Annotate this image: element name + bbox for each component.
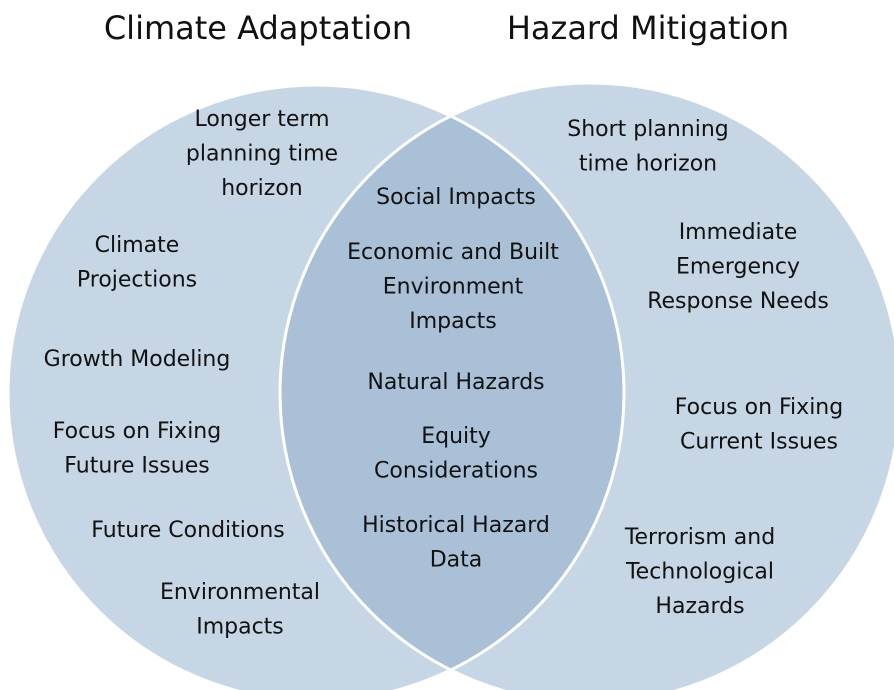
item-label: Environmental bbox=[160, 580, 320, 605]
overlap-region bbox=[280, 85, 624, 690]
item-label: Natural Hazards bbox=[367, 370, 544, 395]
item-label: planning time bbox=[186, 142, 338, 167]
item-label: Growth Modeling bbox=[44, 347, 231, 372]
item-label: Technological bbox=[625, 560, 774, 585]
left-title: Climate Adaptation bbox=[104, 9, 412, 47]
item-label: Considerations bbox=[374, 459, 538, 484]
item-label: Focus on Fixing bbox=[675, 395, 843, 420]
right-title: Hazard Mitigation bbox=[507, 9, 789, 47]
item-label: Social Impacts bbox=[376, 185, 536, 210]
item-label: Impacts bbox=[409, 309, 497, 334]
item-label: horizon bbox=[221, 176, 303, 201]
item-label: Historical Hazard bbox=[362, 513, 550, 538]
item-label: Equity bbox=[421, 424, 491, 449]
item-label: Impacts bbox=[196, 615, 284, 640]
item-label: Longer term bbox=[194, 107, 329, 132]
left-circle-outline bbox=[6, 83, 626, 690]
item-label: Emergency bbox=[676, 255, 800, 280]
item-label: Economic and Built bbox=[347, 240, 559, 265]
item-label: Focus on Fixing bbox=[53, 419, 221, 444]
item-label: Future Issues bbox=[64, 454, 209, 479]
item-label: Response Needs bbox=[647, 289, 829, 314]
item-label: Terrorism and bbox=[624, 525, 775, 550]
item-label: time horizon bbox=[579, 152, 717, 177]
item-label: Environment bbox=[383, 275, 524, 300]
item-label: Future Conditions bbox=[91, 518, 285, 543]
item-label: Hazards bbox=[655, 594, 744, 619]
item-label: Projections bbox=[77, 268, 197, 293]
item-label: Current Issues bbox=[680, 430, 838, 455]
item-label: Immediate bbox=[679, 220, 798, 245]
item-label: Short planning bbox=[567, 117, 729, 142]
item-label: Climate bbox=[95, 233, 180, 258]
item-label: Data bbox=[430, 548, 483, 573]
right-circle-outline bbox=[278, 81, 894, 690]
